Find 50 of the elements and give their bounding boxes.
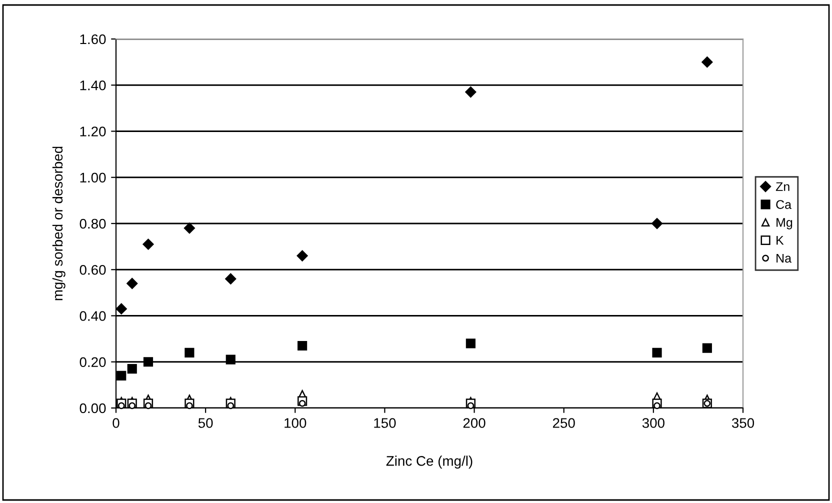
x-tick-label: 100: [284, 418, 306, 428]
point: [466, 338, 476, 348]
point: [118, 402, 125, 410]
legend-label: Na: [776, 254, 792, 263]
legend-label: Zn: [776, 182, 790, 191]
legend-label: Mg: [776, 218, 792, 230]
point: [116, 370, 126, 381]
point: [143, 357, 154, 367]
point: [184, 348, 194, 358]
y-tick-label: 1.00: [80, 172, 106, 183]
x-tick-label: 0: [112, 418, 120, 428]
x-tick-label: 250: [552, 418, 575, 428]
y-tick-label: 0.20: [80, 357, 106, 368]
point: [144, 402, 152, 410]
point: [702, 343, 712, 353]
point: [116, 303, 127, 314]
y-tick-label: 1.20: [80, 126, 106, 136]
point: [651, 218, 663, 230]
legend-label: K: [776, 236, 784, 245]
point: [702, 56, 713, 68]
point: [654, 402, 660, 410]
x-tick-label: 200: [463, 418, 486, 428]
x-axis-title: Zinc Ce (mg/l): [386, 456, 472, 469]
point: [296, 250, 308, 262]
y-tick-label: 0.60: [80, 264, 106, 275]
point: [128, 402, 136, 410]
y-tick-label: 1.40: [80, 80, 106, 90]
point: [186, 402, 193, 410]
point: [184, 222, 195, 234]
point: [652, 348, 662, 358]
x-tick-label: 300: [642, 418, 664, 428]
point: [227, 402, 234, 410]
point: [226, 354, 236, 364]
y-tick-label: 0.40: [80, 311, 106, 321]
legend-label: Ca: [776, 200, 792, 209]
point: [225, 273, 236, 284]
y-tick-label: 0.80: [80, 218, 106, 229]
x-tick-label: 350: [732, 418, 754, 428]
x-tick-label: 50: [198, 418, 213, 428]
x-tick-label: 150: [374, 418, 396, 428]
point: [465, 86, 476, 98]
point: [126, 278, 138, 289]
point: [142, 238, 154, 250]
y-axis-title: mg/g sorbed or desorbed: [52, 146, 66, 300]
y-tick-label: 0.00: [80, 403, 106, 414]
point: [127, 364, 137, 374]
point: [467, 402, 474, 410]
y-tick-label: 1.60: [80, 34, 106, 44]
point: [298, 400, 306, 407]
point: [298, 340, 308, 351]
